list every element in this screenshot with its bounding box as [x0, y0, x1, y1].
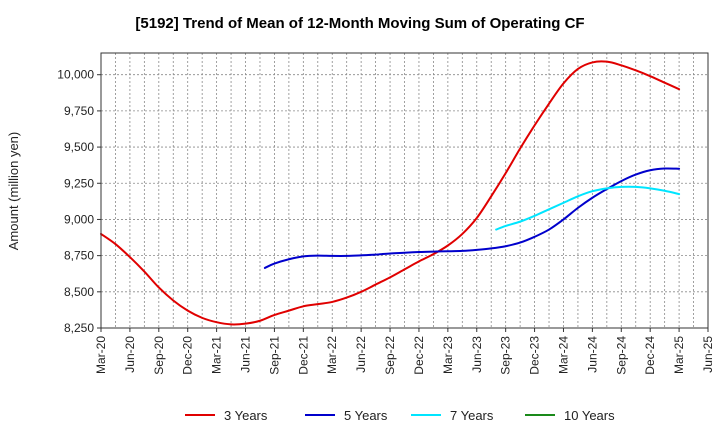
series-line-7-years [495, 185, 681, 231]
y-tick-label: 9,500 [64, 140, 94, 154]
grid-lines [100, 53, 709, 329]
x-tick-label: Mar-22 [325, 336, 339, 374]
legend-label-5-years: 5 Years [344, 408, 388, 423]
legend: 3 Years 5 Years 7 Years 10 Years [185, 408, 615, 423]
x-tick-label: Jun-22 [354, 336, 368, 373]
y-tick-label: 8,500 [64, 285, 94, 299]
x-tick-label: Sep-22 [383, 336, 397, 375]
x-tick-label: Mar-21 [210, 336, 224, 374]
x-tick-label: Sep-21 [267, 336, 281, 375]
series-lines [100, 60, 681, 326]
y-tick-label: 9,250 [64, 176, 94, 190]
legend-label-7-years: 7 Years [450, 408, 494, 423]
x-tick-label: Jun-23 [470, 336, 484, 373]
legend-label-3-years: 3 Years [224, 408, 268, 423]
chart-title: [5192] Trend of Mean of 12-Month Moving … [135, 15, 584, 32]
y-axis-label: Amount (million yen) [6, 132, 21, 251]
y-axis-ticks: 8,250 8,500 8,750 9,000 9,250 9,500 9,750 10,00… [57, 68, 101, 335]
x-tick-label: Mar-23 [441, 336, 455, 374]
x-tick-label: Jun-24 [585, 336, 599, 373]
plot-frame [100, 52, 709, 329]
y-tick-label: 8,750 [64, 249, 94, 263]
x-tick-label: Jun-21 [239, 336, 253, 373]
x-tick-label: Jun-20 [123, 336, 137, 373]
y-tick-label: 9,000 [64, 212, 94, 226]
series-line-3-years [100, 60, 681, 326]
y-tick-label: 9,750 [64, 104, 94, 118]
x-axis-ticks: Mar-20 Jun-20 Sep-20 Dec-20 Mar-21 Jun-21 Sep-… [94, 328, 715, 375]
x-tick-label: Mar-25 [672, 336, 686, 374]
x-tick-label: Dec-21 [296, 336, 310, 375]
x-tick-label: Mar-24 [556, 336, 570, 374]
x-tick-label: Sep-24 [614, 336, 628, 375]
x-tick-label: Dec-24 [643, 336, 657, 375]
y-tick-label: 8,250 [64, 321, 94, 335]
x-tick-label: Sep-20 [152, 336, 166, 375]
x-tick-label: Dec-20 [181, 336, 195, 375]
y-tick-label: 10,000 [57, 68, 94, 82]
x-tick-label: Jun-25 [701, 336, 715, 373]
x-tick-label: Dec-23 [528, 336, 542, 375]
legend-label-10-years: 10 Years [564, 408, 615, 423]
x-tick-label: Mar-20 [94, 336, 108, 374]
x-tick-label: Sep-23 [499, 336, 513, 375]
x-tick-label: Dec-22 [412, 336, 426, 375]
